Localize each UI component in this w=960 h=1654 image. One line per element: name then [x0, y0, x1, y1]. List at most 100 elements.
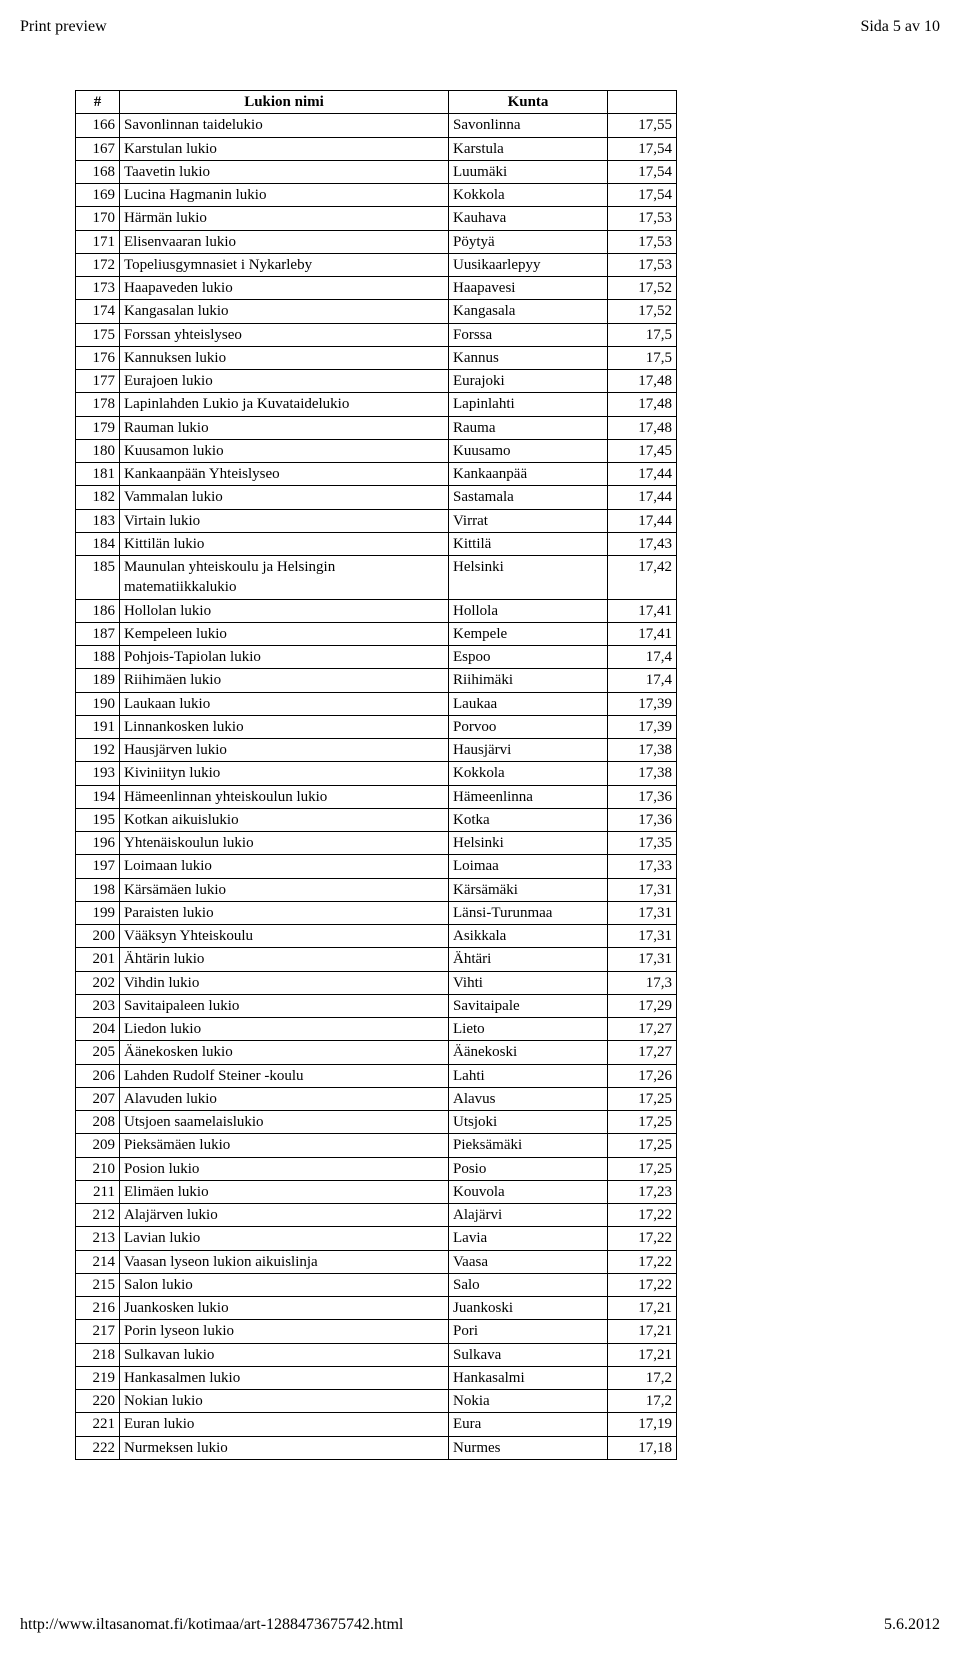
- table-row: 183Virtain lukioVirrat17,44: [76, 509, 677, 532]
- table-cell: 17,48: [608, 416, 677, 439]
- table-row: 201Ähtärin lukioÄhtäri17,31: [76, 948, 677, 971]
- table-cell: 211: [76, 1180, 120, 1203]
- table-row: 172Topeliusgymnasiet i NykarlebyUusikaar…: [76, 253, 677, 276]
- column-header: [608, 91, 677, 114]
- table-cell: Hollola: [449, 599, 608, 622]
- table-row: 202Vihdin lukioVihti17,3: [76, 971, 677, 994]
- table-cell: 178: [76, 393, 120, 416]
- schools-table: #Lukion nimiKunta166Savonlinnan taideluk…: [75, 90, 677, 1460]
- table-cell: 187: [76, 622, 120, 645]
- table-cell: 191: [76, 715, 120, 738]
- footer-date: 5.6.2012: [884, 1616, 940, 1634]
- table-cell: 17,43: [608, 532, 677, 555]
- table-cell: Vihti: [449, 971, 608, 994]
- table-row: 203Savitaipaleen lukioSavitaipale17,29: [76, 994, 677, 1017]
- table-cell: Nurmes: [449, 1436, 608, 1459]
- table-row: 173Haapaveden lukioHaapavesi17,52: [76, 277, 677, 300]
- table-cell: 182: [76, 486, 120, 509]
- table-cell: Helsinki: [449, 556, 608, 600]
- table-cell: Rauman lukio: [120, 416, 449, 439]
- table-cell: 17,3: [608, 971, 677, 994]
- table-cell: Posio: [449, 1157, 608, 1180]
- table-row: 187Kempeleen lukioKempele17,41: [76, 622, 677, 645]
- table-cell: 220: [76, 1390, 120, 1413]
- table-cell: 188: [76, 646, 120, 669]
- table-cell: 17,22: [608, 1227, 677, 1250]
- table-cell: 17,36: [608, 785, 677, 808]
- table-cell: 193: [76, 762, 120, 785]
- table-cell: Elimäen lukio: [120, 1180, 449, 1203]
- table-cell: Posion lukio: [120, 1157, 449, 1180]
- table-cell: 17,38: [608, 739, 677, 762]
- table-cell: Porvoo: [449, 715, 608, 738]
- table-cell: 17,35: [608, 832, 677, 855]
- footer-url: http://www.iltasanomat.fi/kotimaa/art-12…: [20, 1616, 403, 1634]
- table-cell: Alajärvi: [449, 1204, 608, 1227]
- table-cell: 17,22: [608, 1204, 677, 1227]
- table-cell: 17,39: [608, 692, 677, 715]
- table-row: 212Alajärven lukioAlajärvi17,22: [76, 1204, 677, 1227]
- table-cell: 17,44: [608, 509, 677, 532]
- table-row: 213Lavian lukioLavia17,22: [76, 1227, 677, 1250]
- table-row: 220Nokian lukioNokia17,2: [76, 1390, 677, 1413]
- table-cell: Lavia: [449, 1227, 608, 1250]
- header-right: Sida 5 av 10: [860, 18, 940, 36]
- table-cell: 17,52: [608, 277, 677, 300]
- table-cell: Karstula: [449, 137, 608, 160]
- table-cell: Härmän lukio: [120, 207, 449, 230]
- table-cell: Forssan yhteislyseo: [120, 323, 449, 346]
- table-cell: Paraisten lukio: [120, 901, 449, 924]
- table-cell: Pöytyä: [449, 230, 608, 253]
- table-cell: Nokia: [449, 1390, 608, 1413]
- table-row: 185Maunulan yhteiskoulu ja Helsingin mat…: [76, 556, 677, 600]
- table-cell: 17,38: [608, 762, 677, 785]
- table-cell: Pori: [449, 1320, 608, 1343]
- table-cell: Vaasa: [449, 1250, 608, 1273]
- table-cell: Lavian lukio: [120, 1227, 449, 1250]
- table-cell: Salo: [449, 1273, 608, 1296]
- table-cell: Utsjoen saamelaislukio: [120, 1111, 449, 1134]
- table-cell: 215: [76, 1273, 120, 1296]
- table-cell: 219: [76, 1366, 120, 1389]
- table-cell: Kauhava: [449, 207, 608, 230]
- table-cell: Riihimäki: [449, 669, 608, 692]
- table-cell: Euran lukio: [120, 1413, 449, 1436]
- table-cell: Kuusamon lukio: [120, 439, 449, 462]
- table-cell: Eurajoki: [449, 370, 608, 393]
- table-row: 210Posion lukioPosio17,25: [76, 1157, 677, 1180]
- table-cell: 205: [76, 1041, 120, 1064]
- table-cell: 17,27: [608, 1018, 677, 1041]
- table-cell: 218: [76, 1343, 120, 1366]
- table-row: 169Lucina Hagmanin lukioKokkola17,54: [76, 184, 677, 207]
- table-row: 179Rauman lukioRauma17,48: [76, 416, 677, 439]
- table-cell: Yhtenäiskoulun lukio: [120, 832, 449, 855]
- table-cell: 206: [76, 1064, 120, 1087]
- table-row: 192Hausjärven lukioHausjärvi17,38: [76, 739, 677, 762]
- column-header: #: [76, 91, 120, 114]
- table-cell: Kärsämäen lukio: [120, 878, 449, 901]
- table-cell: 204: [76, 1018, 120, 1041]
- table-cell: Liedon lukio: [120, 1018, 449, 1041]
- table-cell: 17,25: [608, 1157, 677, 1180]
- table-cell: Sastamala: [449, 486, 608, 509]
- table-cell: Savonlinna: [449, 114, 608, 137]
- table-cell: Lapinlahti: [449, 393, 608, 416]
- table-wrapper: #Lukion nimiKunta166Savonlinnan taideluk…: [75, 90, 885, 1460]
- table-row: 219Hankasalmen lukioHankasalmi17,2: [76, 1366, 677, 1389]
- table-cell: 209: [76, 1134, 120, 1157]
- table-cell: Nokian lukio: [120, 1390, 449, 1413]
- table-cell: Rauma: [449, 416, 608, 439]
- table-cell: 198: [76, 878, 120, 901]
- table-cell: Kotkan aikuislukio: [120, 808, 449, 831]
- table-cell: 17,53: [608, 253, 677, 276]
- table-cell: Savitaipaleen lukio: [120, 994, 449, 1017]
- column-header: Kunta: [449, 91, 608, 114]
- table-cell: 17,19: [608, 1413, 677, 1436]
- table-cell: 17,41: [608, 622, 677, 645]
- table-cell: 17,53: [608, 230, 677, 253]
- table-cell: Hämeenlinnan yhteiskoulun lukio: [120, 785, 449, 808]
- table-row: 198Kärsämäen lukioKärsämäki17,31: [76, 878, 677, 901]
- table-cell: 17,27: [608, 1041, 677, 1064]
- table-row: 193Kiviniityn lukioKokkola17,38: [76, 762, 677, 785]
- table-cell: 199: [76, 901, 120, 924]
